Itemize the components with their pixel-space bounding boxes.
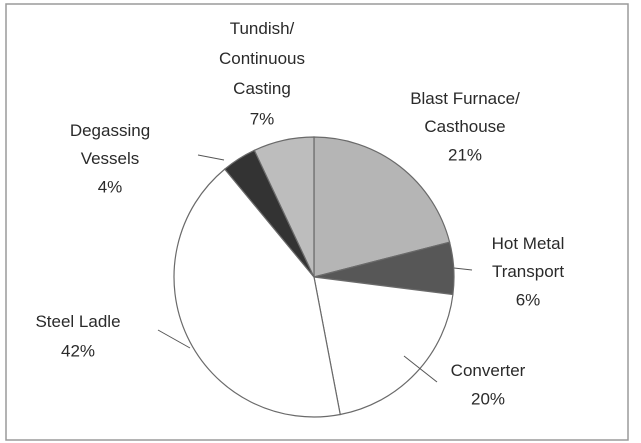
slice-label: Converter (451, 361, 526, 380)
label-line: Converter (451, 361, 526, 380)
pie-slice (313, 136, 451, 278)
slice-value-label: 4% (98, 177, 123, 196)
slice-value-label: 20% (471, 389, 505, 408)
leader-line (197, 154, 225, 161)
label-line: Transport (492, 262, 564, 281)
label-line: Blast Furnace/ (410, 89, 520, 108)
label-line: Degassing (70, 121, 150, 140)
pie-slice (313, 276, 454, 416)
pie-slice (173, 168, 341, 418)
slice-label: Tundish/Continuous Casting (219, 19, 305, 98)
slice-label: Degassing Vessels (70, 121, 150, 168)
leader-line (157, 329, 191, 349)
slice-label: Blast Furnace/Casthouse (410, 89, 520, 136)
label-line: Vessels (81, 149, 140, 168)
slice-value-label: 42% (61, 341, 95, 360)
slice-label: Steel Ladle (35, 312, 120, 331)
leader-line (453, 267, 473, 271)
label-line: Steel Ladle (35, 312, 120, 331)
slice-value-label: 7% (250, 109, 275, 128)
slice-label: Hot Metal Transport (492, 234, 565, 281)
leader-line (403, 355, 438, 383)
label-line: Casting (233, 79, 291, 98)
label-line: Continuous (219, 49, 305, 68)
slice-value-label: 6% (516, 290, 541, 309)
label-line: Casthouse (424, 117, 505, 136)
label-line: Tundish/ (230, 19, 295, 38)
pie-slice (253, 136, 315, 278)
slice-value-label: 21% (448, 145, 482, 164)
label-line: Hot Metal (492, 234, 565, 253)
